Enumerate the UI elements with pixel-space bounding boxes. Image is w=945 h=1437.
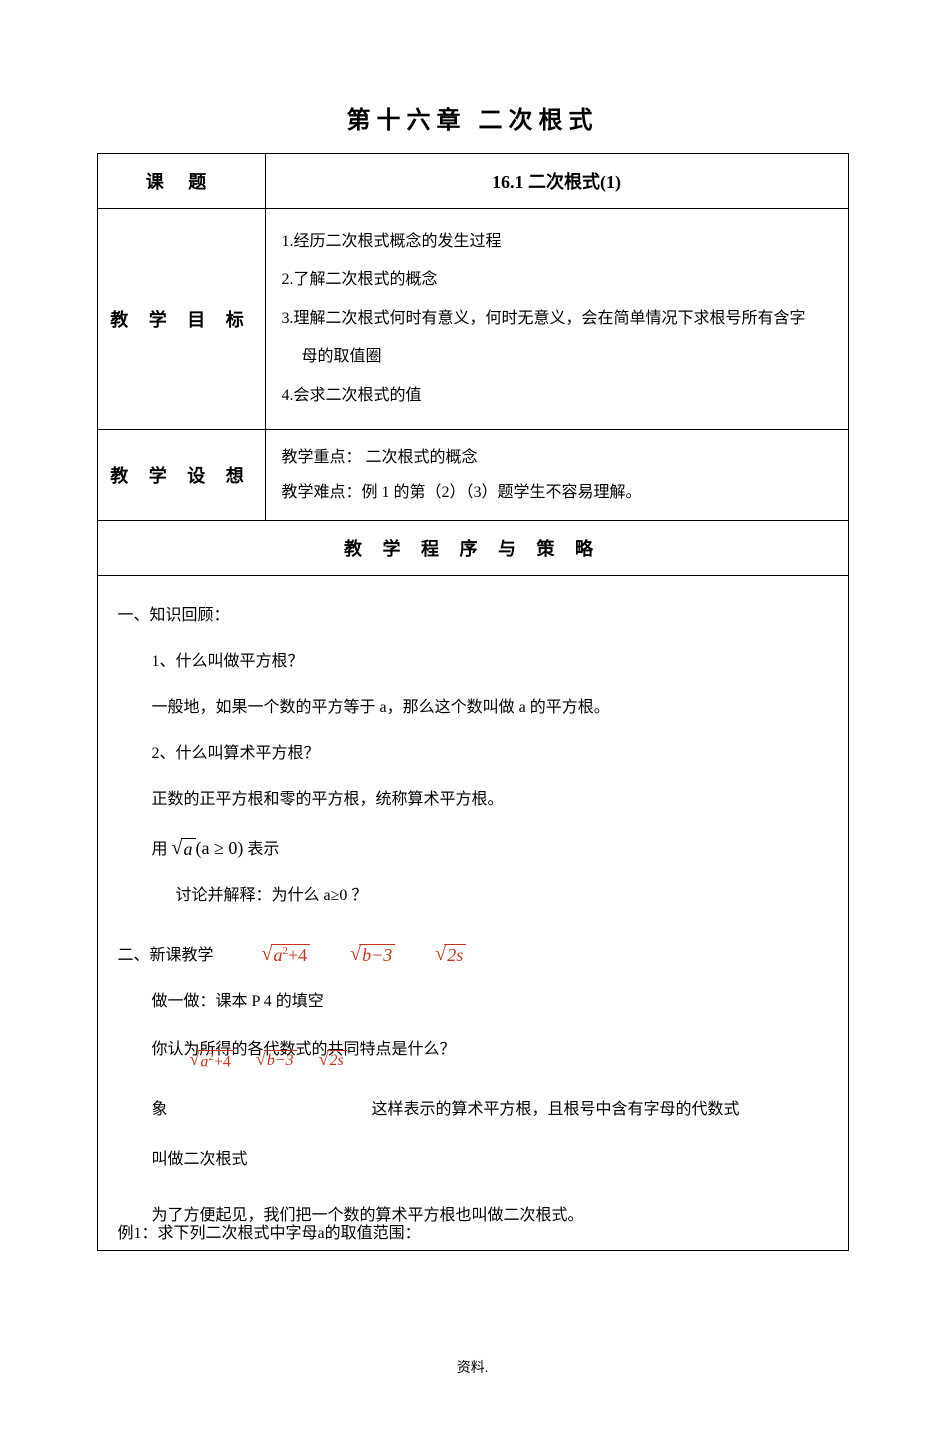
sqrt-prefix: 用 (152, 841, 168, 858)
expr-a2-plus-4: √a2+4 (262, 944, 311, 967)
topic-value-cell: 16.1 二次根式(1) (265, 154, 848, 209)
goal-item-3b: 母的取值圈 (282, 338, 832, 376)
answer-2: 正数的正平方根和零的平方根，统称算术平方根。 (152, 784, 828, 816)
expr-2s: √2s (435, 944, 466, 967)
design-item-1: 教学重点： 二次根式的概念 (282, 440, 832, 475)
section-2-heading: 二、新课教学 (118, 940, 214, 972)
expression-group-small: √a2+4 √b−3 √2s (190, 1050, 347, 1072)
expr-a2-plus-4-small: √a2+4 (190, 1050, 234, 1072)
expr-b-minus-3: √b−3 (350, 944, 395, 967)
goal-item-3: 3.理解二次根式何时有意义，何时无意义，会在简单情况下求根号所有含字 (282, 300, 832, 338)
goal-item-4: 4.会求二次根式的值 (282, 377, 832, 415)
expr-2s-small: √2s (319, 1050, 347, 1072)
section-1-heading: 一、知识回顾： (118, 600, 828, 632)
page-footer: 资料. (0, 1357, 945, 1377)
sqrt-a-expr: √a (172, 838, 196, 861)
sqrt-notation-line: 用 √a (a ≥ 0) 表示 (152, 830, 828, 866)
design-value-cell: 教学重点： 二次根式的概念 教学难点：例 1 的第（2）（3）题学生不容易理解。 (265, 429, 848, 520)
topic-label-cell: 课 题 (97, 154, 265, 209)
lesson-plan-table: 课 题 16.1 二次根式(1) 教 学 目 标 1.经历二次根式概念的发生过程… (97, 153, 849, 1251)
chapter-title: 第十六章 二次根式 (0, 100, 945, 135)
design-item-2: 教学难点：例 1 的第（2）（3）题学生不容易理解。 (282, 475, 832, 510)
goal-item-1: 1.经历二次根式概念的发生过程 (282, 223, 832, 261)
goals-label-cell: 教 学 目 标 (97, 209, 265, 430)
think-overlap-block: 你认为所得的各代数式的共同特点是什么？ √a2+4 √b−3 √2s (152, 1034, 828, 1084)
design-label-cell: 教 学 设 想 (97, 429, 265, 520)
discuss-line: 讨论并解释：为什么 a≥0 ？ (176, 880, 828, 912)
sqrt-suffix: 表示 (247, 841, 279, 858)
answer-1: 一般地，如果一个数的平方等于 a，那么这个数叫做 a 的平方根。 (152, 692, 828, 724)
called-line: 叫做二次根式 (152, 1144, 828, 1176)
sqrt-cond: (a ≥ 0) (196, 838, 244, 858)
goals-value-cell: 1.经历二次根式概念的发生过程 2.了解二次根式的概念 3.理解二次根式何时有意… (265, 209, 848, 430)
goal-item-2: 2.了解二次根式的概念 (282, 261, 832, 299)
strategy-header-cell: 教 学 程 序 与 策 略 (97, 521, 848, 576)
xiang-word: 象 (152, 1094, 372, 1126)
xiang-line: 象 这样表示的算术平方根，且根号中含有字母的代数式 (152, 1094, 828, 1126)
example-1-line: 例1：求下列二次根式中字母a的取值范围： (118, 1218, 421, 1250)
xiang-rest: 这样表示的算术平方根，且根号中含有字母的代数式 (372, 1094, 740, 1126)
body-cell: 一、知识回顾： 1、什么叫做平方根？ 一般地，如果一个数的平方等于 a，那么这个… (97, 576, 848, 1251)
do-it-line: 做一做：课本 P 4 的填空 (152, 986, 828, 1018)
example-overlay: 为了方便起见，我们把一个数的算术平方根也叫做二次根式。 例1：求下列二次根式中字… (118, 1200, 828, 1244)
question-2: 2、什么叫算术平方根？ (152, 738, 828, 770)
expression-group-large: √a2+4 √b−3 √2s (262, 944, 467, 967)
expr-b-minus-3-small: √b−3 (256, 1050, 297, 1072)
question-1: 1、什么叫做平方根？ (152, 646, 828, 678)
